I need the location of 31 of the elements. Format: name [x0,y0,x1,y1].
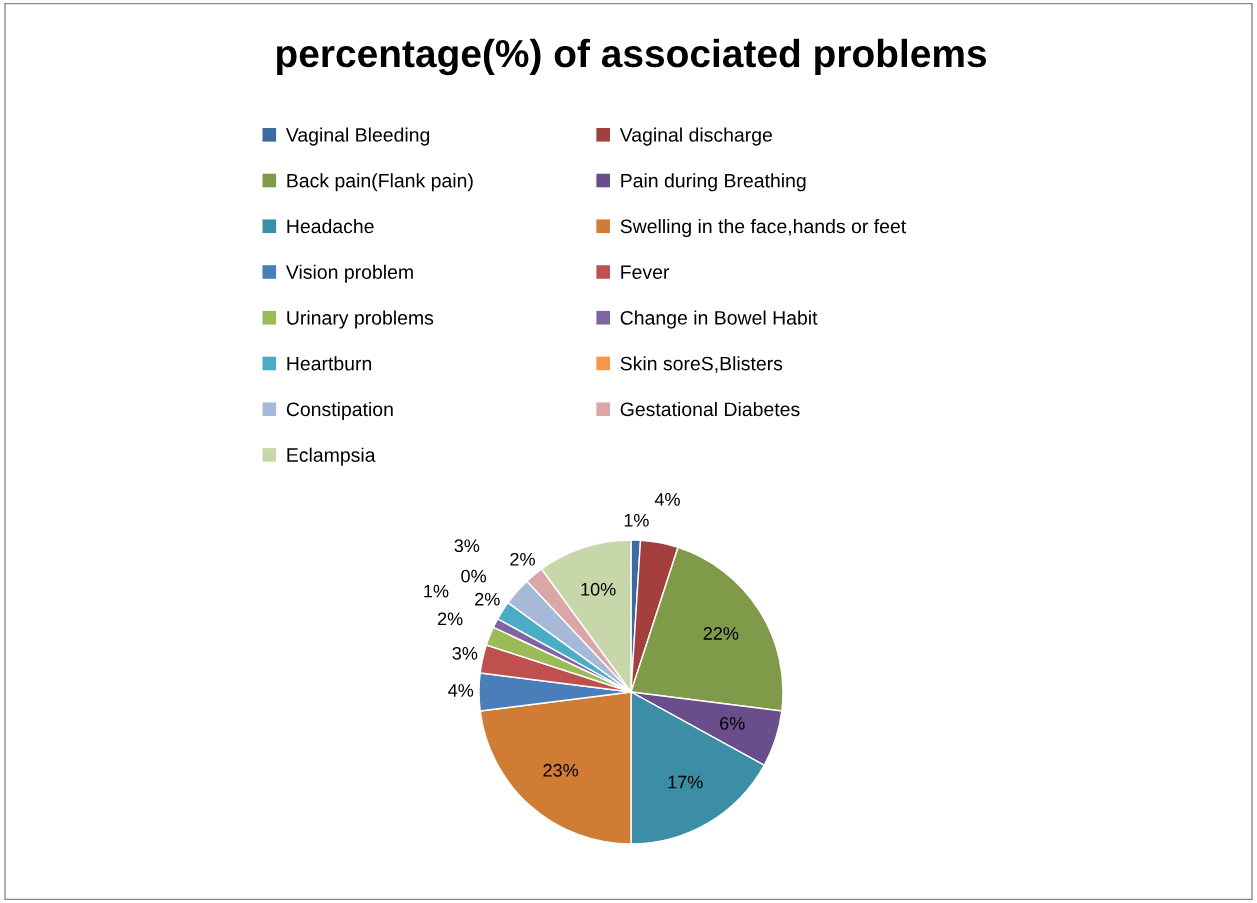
legend-label: Vision problem [285,264,413,283]
legend-label: Constipation [286,401,393,421]
legend-label: Vaginal discharge [619,127,772,146]
legend-label: Back pain(Flank pain) [287,173,473,192]
data-label: 22% [703,627,739,640]
data-label: 2% [475,592,500,606]
legend-label: Eclampsia [287,447,376,466]
legend-label: Change in Bowel Habit [620,310,818,329]
legend-label: Heartburn [287,356,372,371]
data-label: 3% [452,646,478,660]
data-label: 1% [424,584,449,598]
data-label: 10% [581,582,616,596]
legend-label: Fever [621,265,670,279]
legend-label: Urinary problems [287,310,434,329]
legend-label: Headache [287,218,374,234]
data-label: 4% [448,684,474,697]
data-label: 1% [624,513,649,527]
data-label: 3% [454,539,480,553]
data-label: 23% [543,763,579,777]
legend-label: Pain during Breathing [621,173,806,192]
data-label: 6% [720,716,745,730]
data-label: 2% [437,612,463,626]
data-label: 4% [654,493,680,506]
legend-label: Skin soreS,Blisters [620,356,783,373]
legend-label: Swelling in the face,hands or feet [620,218,907,238]
text: 0% [461,569,486,583]
legend-label: Gestational Diabetes [620,401,800,417]
legend-label: Vaginal Bleeding [285,127,430,146]
chart-title: percentage(%) of associated problems [277,38,987,76]
data-label: 17% [668,775,703,789]
data-label: 2% [510,552,535,566]
